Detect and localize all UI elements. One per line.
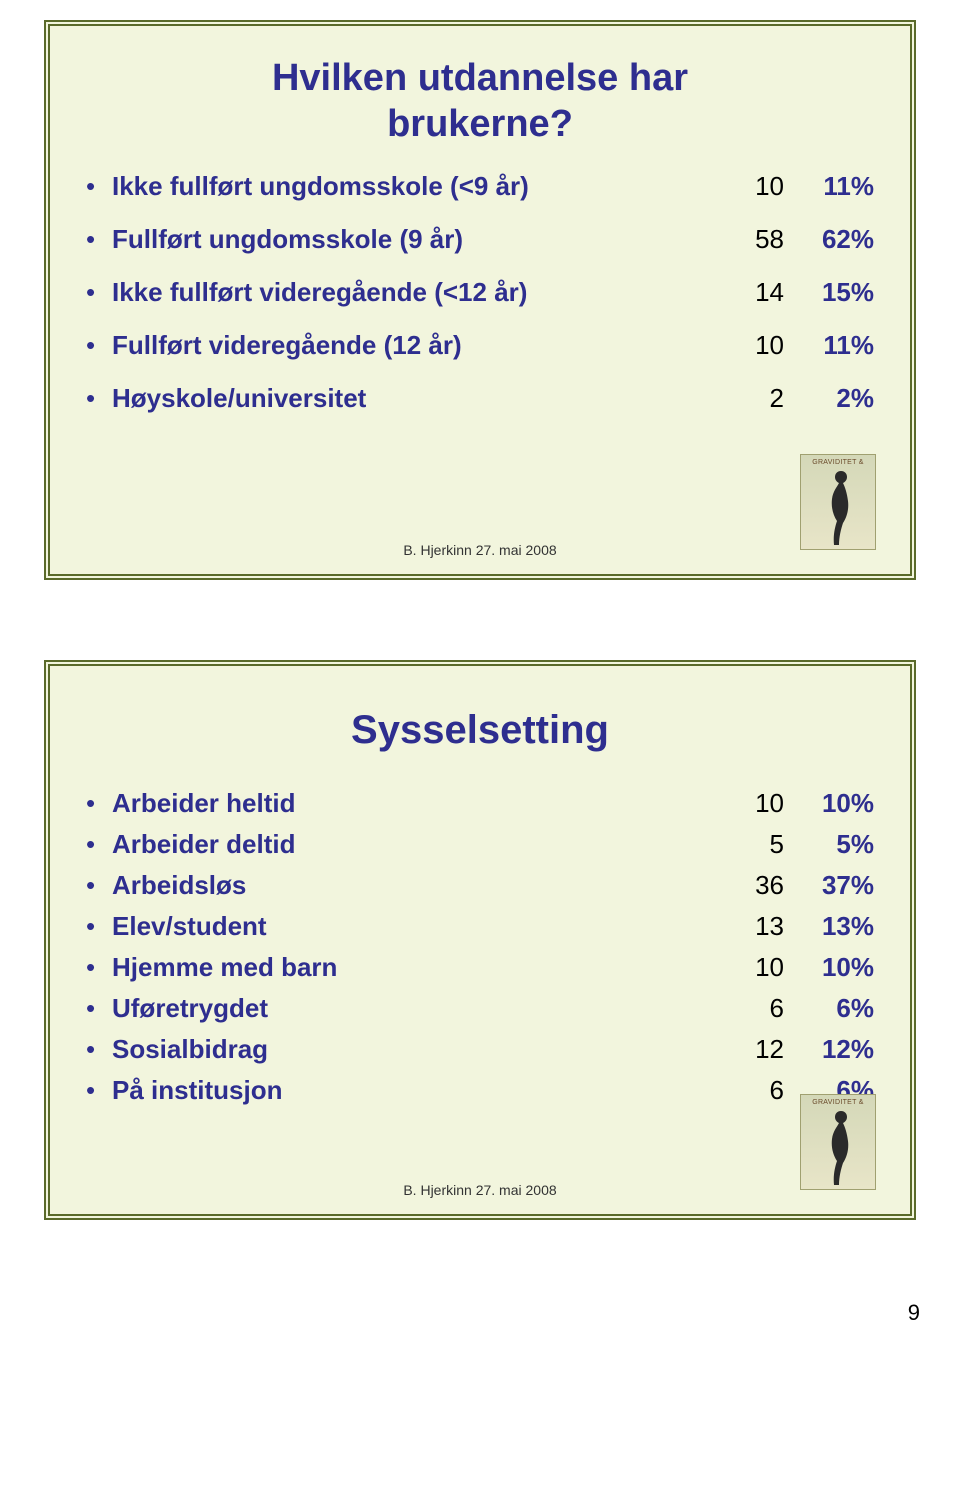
table-row: • Sosialbidrag 12 12% bbox=[86, 1034, 874, 1065]
row-label: Uføretrygdet bbox=[112, 993, 724, 1024]
page-number: 9 bbox=[0, 1300, 960, 1346]
bullet-icon: • bbox=[86, 870, 112, 901]
table-row: • Ikke fullført ungdomsskole (<9 år) 10 … bbox=[86, 171, 874, 202]
row-count: 6 bbox=[724, 1075, 784, 1106]
bullet-icon: • bbox=[86, 993, 112, 1024]
row-label: På institusjon bbox=[112, 1075, 724, 1106]
row-label: Fullført videregående (12 år) bbox=[112, 330, 724, 361]
row-count: 10 bbox=[724, 788, 784, 819]
table-row: • Fullført ungdomsskole (9 år) 58 62% bbox=[86, 224, 874, 255]
row-count: 6 bbox=[724, 993, 784, 1024]
row-pct: 11% bbox=[784, 171, 874, 202]
silhouette-icon bbox=[819, 1109, 863, 1187]
slide-education: Hvilken utdannelse har brukerne? • Ikke … bbox=[44, 20, 916, 580]
row-count: 12 bbox=[724, 1034, 784, 1065]
row-pct: 12% bbox=[784, 1034, 874, 1065]
table-row: • Hjemme med barn 10 10% bbox=[86, 952, 874, 983]
bullet-icon: • bbox=[86, 171, 112, 202]
row-label: Hjemme med barn bbox=[112, 952, 724, 983]
row-label: Ikke fullført videregående (<12 år) bbox=[112, 277, 724, 308]
row-count: 5 bbox=[724, 829, 784, 860]
row-count: 2 bbox=[724, 383, 784, 414]
title-line2: brukerne? bbox=[387, 103, 573, 145]
row-pct: 11% bbox=[784, 330, 874, 361]
table-row: • Arbeider heltid 10 10% bbox=[86, 788, 874, 819]
table-row: • Ikke fullført videregående (<12 år) 14… bbox=[86, 277, 874, 308]
row-pct: 2% bbox=[784, 383, 874, 414]
row-label: Sosialbidrag bbox=[112, 1034, 724, 1065]
table-row: • På institusjon 6 6% bbox=[86, 1075, 874, 1106]
row-count: 10 bbox=[724, 330, 784, 361]
title-line1: Hvilken utdannelse har bbox=[272, 57, 688, 99]
row-count: 13 bbox=[724, 911, 784, 942]
bullet-icon: • bbox=[86, 1075, 112, 1106]
table-row: • Arbeider deltid 5 5% bbox=[86, 829, 874, 860]
row-count: 58 bbox=[724, 224, 784, 255]
row-pct: 13% bbox=[784, 911, 874, 942]
row-label: Arbeidsløs bbox=[112, 870, 724, 901]
slide-title: Sysselsetting bbox=[86, 706, 874, 754]
slide-footer: B. Hjerkinn 27. mai 2008 bbox=[50, 1182, 910, 1198]
row-count: 36 bbox=[724, 870, 784, 901]
row-count: 10 bbox=[724, 171, 784, 202]
row-pct: 6% bbox=[784, 993, 874, 1024]
row-pct: 15% bbox=[784, 277, 874, 308]
row-pct: 10% bbox=[784, 788, 874, 819]
silhouette-icon bbox=[819, 469, 863, 547]
logo-graviditet: GRAVIDITET & bbox=[800, 454, 876, 550]
row-label: Arbeider deltid bbox=[112, 829, 724, 860]
bullet-icon: • bbox=[86, 788, 112, 819]
row-label: Elev/student bbox=[112, 911, 724, 942]
bullet-icon: • bbox=[86, 277, 112, 308]
logo-text: GRAVIDITET & bbox=[801, 455, 875, 466]
row-label: Fullført ungdomsskole (9 år) bbox=[112, 224, 724, 255]
row-label: Ikke fullført ungdomsskole (<9 år) bbox=[112, 171, 724, 202]
bullet-icon: • bbox=[86, 330, 112, 361]
slide-employment: Sysselsetting • Arbeider heltid 10 10% •… bbox=[44, 660, 916, 1220]
bullet-icon: • bbox=[86, 911, 112, 942]
logo-text: GRAVIDITET & bbox=[801, 1095, 875, 1106]
bullet-icon: • bbox=[86, 383, 112, 414]
table-row: • Arbeidsløs 36 37% bbox=[86, 870, 874, 901]
slide-title: Hvilken utdannelse har brukerne? bbox=[86, 56, 874, 147]
logo-graviditet: GRAVIDITET & bbox=[800, 1094, 876, 1190]
bullet-icon: • bbox=[86, 829, 112, 860]
row-pct: 10% bbox=[784, 952, 874, 983]
table-row: • Fullført videregående (12 år) 10 11% bbox=[86, 330, 874, 361]
slide-footer: B. Hjerkinn 27. mai 2008 bbox=[50, 542, 910, 558]
row-pct: 37% bbox=[784, 870, 874, 901]
table-row: • Uføretrygdet 6 6% bbox=[86, 993, 874, 1024]
row-count: 10 bbox=[724, 952, 784, 983]
bullet-icon: • bbox=[86, 1034, 112, 1065]
row-pct: 5% bbox=[784, 829, 874, 860]
row-label: Arbeider heltid bbox=[112, 788, 724, 819]
table-row: • Elev/student 13 13% bbox=[86, 911, 874, 942]
row-count: 14 bbox=[724, 277, 784, 308]
table-row: • Høyskole/universitet 2 2% bbox=[86, 383, 874, 414]
bullet-icon: • bbox=[86, 952, 112, 983]
row-pct: 62% bbox=[784, 224, 874, 255]
row-label: Høyskole/universitet bbox=[112, 383, 724, 414]
bullet-icon: • bbox=[86, 224, 112, 255]
